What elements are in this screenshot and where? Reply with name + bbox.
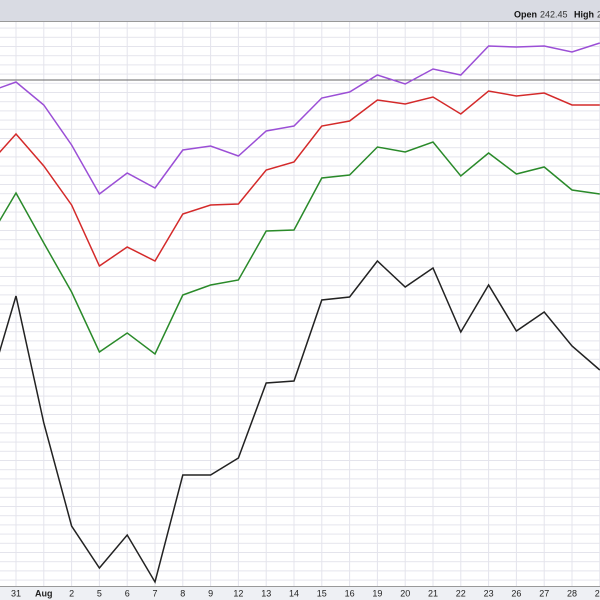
x-labels: 31 Aug 2 5 6 7 8 9 12 13 14 15 16 19 20 21 22 23 26 27 28 29 <box>11 588 600 598</box>
open-label: Open <box>514 9 537 19</box>
x-tick-label: 7 <box>152 588 157 598</box>
x-tick-label: 14 <box>289 588 299 598</box>
x-tick-label: 13 <box>261 588 271 598</box>
x-tick-label: 9 <box>208 588 213 598</box>
x-axis-strip <box>0 586 600 600</box>
x-tick-label: 16 <box>345 588 355 598</box>
x-tick-label: 23 <box>484 588 494 598</box>
x-tick-label: 20 <box>400 588 410 598</box>
x-tick-label: 28 <box>567 588 577 598</box>
x-tick-label: Aug <box>35 588 53 598</box>
x-tick-label: 21 <box>428 588 438 598</box>
high-label: High <box>574 9 594 19</box>
x-tick-label: 26 <box>511 588 521 598</box>
x-tick-label: 22 <box>456 588 466 598</box>
series-line <box>0 259 600 584</box>
series-line <box>0 90 600 268</box>
series-group <box>0 42 600 584</box>
x-tick-label: 2 <box>69 588 74 598</box>
grid-pattern <box>0 22 600 586</box>
open-value: 242.45 <box>540 9 568 19</box>
x-tick-label: 27 <box>539 588 549 598</box>
x-tick-label: 29 <box>595 588 600 598</box>
header-bar <box>0 0 600 22</box>
series-line <box>0 42 600 196</box>
x-tick-label: 31 <box>11 588 21 598</box>
x-tick-label: 12 <box>233 588 243 598</box>
series-line <box>0 141 600 356</box>
x-tick-label: 15 <box>317 588 327 598</box>
x-tick-label: 8 <box>180 588 185 598</box>
high-value: 244 <box>597 9 600 19</box>
x-tick-label: 19 <box>372 588 382 598</box>
x-tick-label: 6 <box>125 588 130 598</box>
x-tick-label: 5 <box>97 588 102 598</box>
